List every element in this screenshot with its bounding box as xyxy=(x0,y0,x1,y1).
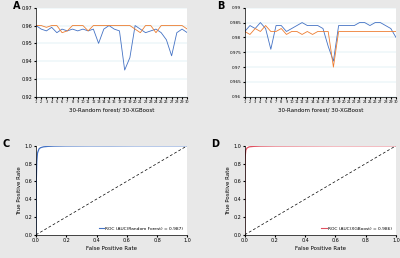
Y-axis label: True Positive Rate: True Positive Rate xyxy=(226,166,231,215)
X-axis label: 30-Random forest/ 30-XGBoost: 30-Random forest/ 30-XGBoost xyxy=(278,107,363,112)
Legend: ROC (AUC(Random Forest) = 0.987): ROC (AUC(Random Forest) = 0.987) xyxy=(97,225,185,232)
X-axis label: False Positive Rate: False Positive Rate xyxy=(295,246,346,251)
Text: B: B xyxy=(218,1,225,11)
X-axis label: False Positive Rate: False Positive Rate xyxy=(86,246,137,251)
Text: C: C xyxy=(3,139,10,149)
Text: A: A xyxy=(13,1,21,11)
Y-axis label: True Positive Rate: True Positive Rate xyxy=(17,166,22,215)
X-axis label: 30-Random forest/ 30-XGBoost: 30-Random forest/ 30-XGBoost xyxy=(69,107,154,112)
Text: D: D xyxy=(212,139,220,149)
Legend: ROC (AUC(XGBoost) = 0.986): ROC (AUC(XGBoost) = 0.986) xyxy=(320,225,394,232)
